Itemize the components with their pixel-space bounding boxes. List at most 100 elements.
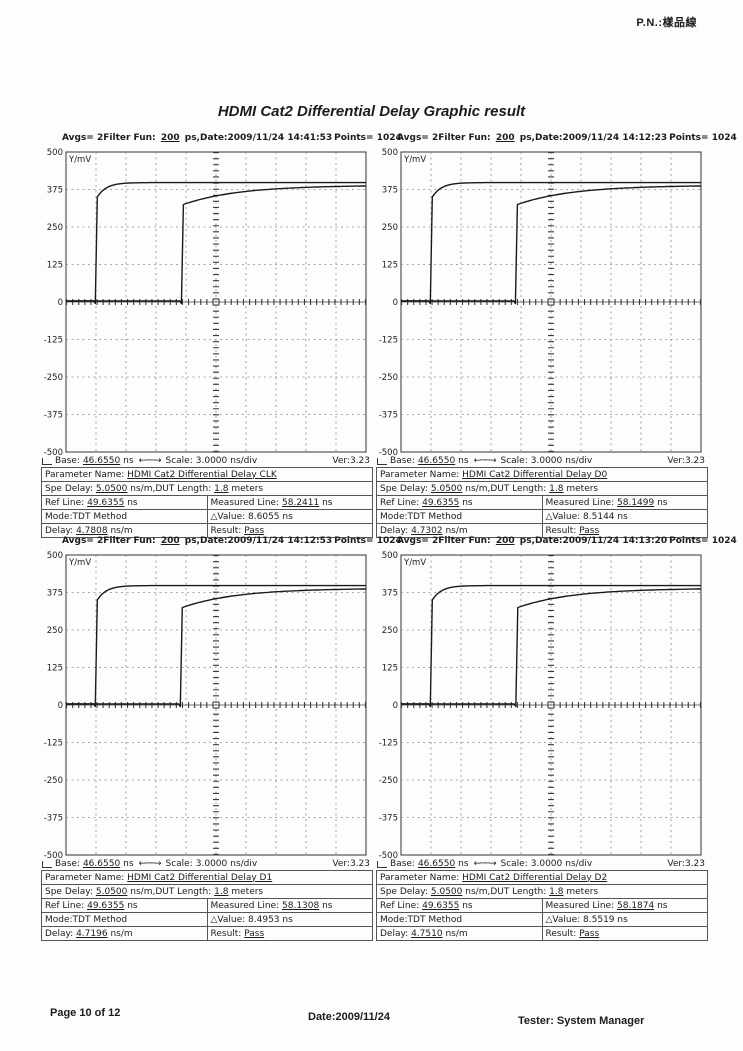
filter-label: Filter Fun:: [103, 536, 156, 546]
delay-value: 4.7510: [411, 928, 443, 939]
y-tick-label: 0: [58, 298, 63, 308]
waveform-measured-edge: [401, 185, 701, 305]
ref-line-label: Ref Line:: [45, 900, 85, 911]
dut-length-value: 1.8: [214, 886, 229, 897]
table-row: Parameter Name: HDMI Cat2 Differential D…: [41, 467, 373, 482]
y-tick-label: 375: [382, 589, 398, 599]
points-label: Points= 1024: [334, 133, 402, 143]
delay-cell: Delay: 4.7808 ns/m: [41, 523, 208, 538]
spec-delay-value: 5.0500: [95, 483, 128, 494]
measured-line-label: Measured Line:: [545, 497, 615, 508]
table-row: Delay: 4.7808 ns/m Result: Pass: [41, 523, 373, 538]
waveform-measured-edge: [401, 588, 701, 708]
delta-value-cell: △Value: 8.6055 ns: [206, 509, 373, 524]
table-row: Parameter Name: HDMI Cat2 Differential D…: [376, 467, 708, 482]
averages-label: Avgs= 2: [397, 133, 439, 143]
table-row: Spe Delay: 5.0500 ns/m,DUT Length: 1.8 m…: [376, 481, 708, 496]
y-tick-label: -250: [379, 776, 398, 786]
ref-line-unit: ns: [462, 497, 473, 508]
delay-cell: Delay: 4.7196 ns/m: [41, 926, 208, 941]
base-label: Base:: [55, 456, 80, 466]
spec-delay-cell: Spe Delay: 5.0500 ns/m,DUT Length: 1.8 m…: [41, 481, 373, 496]
waveform-measured-edge: [66, 588, 366, 708]
parameter-name-label: Parameter Name:: [45, 469, 125, 480]
base-value: 46.6550: [82, 456, 121, 466]
y-tick-label: 375: [47, 589, 63, 599]
delay-cell: Delay: 4.7302 ns/m: [376, 523, 543, 538]
result-value: Pass: [579, 525, 600, 536]
table-row: Delay: 4.7196 ns/m Result: Pass: [41, 926, 373, 941]
delay-label: Delay:: [45, 928, 74, 939]
scale-value: 3.0000: [530, 456, 563, 466]
delta-label: △Value:: [545, 914, 581, 925]
base-scale-row: Base: 46.6550 ns ←──→ Scale: 3.0000 ns/d…: [40, 456, 374, 467]
mode-value: Mode:TDT Method: [45, 511, 128, 522]
scale-value: 3.0000: [195, 456, 228, 466]
ref-line-label: Ref Line:: [380, 497, 420, 508]
result-cell: Result: Pass: [541, 926, 708, 941]
ref-line-cell: Ref Line: 49.6355 ns: [376, 495, 543, 510]
scale-unit: ns/div: [565, 859, 593, 869]
base-unit: ns: [123, 456, 134, 466]
y-axis-unit-label: Y/mV: [403, 155, 426, 165]
delay-unit: ns/m: [445, 525, 468, 536]
y-tick-label: -125: [379, 336, 398, 346]
result-label: Result:: [545, 928, 577, 939]
footer-tester: Tester: System Manager: [518, 1015, 645, 1027]
table-row: Spe Delay: 5.0500 ns/m,DUT Length: 1.8 m…: [376, 884, 708, 899]
parameter-table: Parameter Name: HDMI Cat2 Differential D…: [376, 467, 708, 538]
acquisition-date: ps,Date:2009/11/24 14:41:53: [184, 133, 333, 143]
delay-value: 4.7302: [411, 525, 443, 536]
base-value: 46.6550: [417, 456, 456, 466]
footer-date: Date:2009/11/24: [308, 1011, 390, 1023]
spec-delay-cell: Spe Delay: 5.0500 ns/m,DUT Length: 1.8 m…: [376, 481, 708, 496]
y-tick-label: 125: [47, 664, 63, 674]
scale-unit: ns/div: [230, 859, 258, 869]
delta-label: △Value:: [545, 511, 581, 522]
y-tick-label: -500: [44, 448, 63, 458]
scale-label: Scale:: [500, 859, 528, 869]
delta-value: 8.5519 ns: [583, 914, 628, 925]
dut-length-unit: meters: [566, 483, 599, 494]
base-marker-icon: [377, 457, 387, 465]
scale-label: Scale:: [165, 859, 193, 869]
y-tick-label: -500: [379, 448, 398, 458]
acquisition-date: ps,Date:2009/11/24 14:12:53: [184, 536, 333, 546]
y-tick-label: 500: [382, 551, 398, 561]
filter-label: Filter Fun:: [103, 133, 156, 143]
measured-line-label: Measured Line:: [210, 900, 280, 911]
parameter-name-cell: Parameter Name: HDMI Cat2 Differential D…: [376, 870, 708, 885]
ref-line-cell: Ref Line: 49.6355 ns: [41, 495, 208, 510]
graph-panel-d0: Avgs= 2 Filter Fun: 200 ps,Date:2009/11/…: [375, 133, 737, 538]
spec-delay-label: Spe Delay:: [45, 886, 94, 897]
table-row: Ref Line: 49.6355 ns Measured Line: 58.1…: [376, 495, 708, 510]
mode-cell: Mode:TDT Method: [41, 509, 208, 524]
delay-cell: Delay: 4.7510 ns/m: [376, 926, 543, 941]
y-axis-unit-label: Y/mV: [403, 558, 426, 568]
y-tick-label: -375: [379, 814, 398, 824]
dut-length-unit: meters: [566, 886, 599, 897]
table-row: Mode:TDT Method △Value: 8.6055 ns: [41, 509, 373, 524]
parameter-name-value: HDMI Cat2 Differential Delay D0: [462, 469, 608, 480]
delay-label: Delay:: [45, 525, 74, 536]
scale-arrow-icon: ←──→: [473, 456, 497, 466]
version-label: Ver:3.23: [332, 859, 370, 869]
y-tick-label: 375: [382, 186, 398, 196]
y-tick-label: 0: [393, 298, 398, 308]
base-marker-icon: [42, 457, 52, 465]
spec-delay-cell: Spe Delay: 5.0500 ns/m,DUT Length: 1.8 m…: [41, 884, 373, 899]
parameter-table: Parameter Name: HDMI Cat2 Differential D…: [41, 467, 373, 538]
base-value: 46.6550: [82, 859, 121, 869]
spec-delay-value: 5.0500: [95, 886, 128, 897]
delta-value: 8.5144 ns: [583, 511, 628, 522]
averages-label: Avgs= 2: [397, 536, 439, 546]
y-tick-label: 250: [382, 223, 398, 233]
table-row: Delay: 4.7510 ns/m Result: Pass: [376, 926, 708, 941]
result-value: Pass: [244, 525, 265, 536]
delta-value: 8.4953 ns: [248, 914, 293, 925]
measured-line-unit: ns: [322, 497, 333, 508]
measured-line-cell: Measured Line: 58.1499 ns: [541, 495, 708, 510]
waveform-plot: 500 375 250 125 0 -125 -250 -375 -500 Y/mV: [44, 148, 367, 458]
ref-line-value: 49.6355: [87, 900, 125, 911]
